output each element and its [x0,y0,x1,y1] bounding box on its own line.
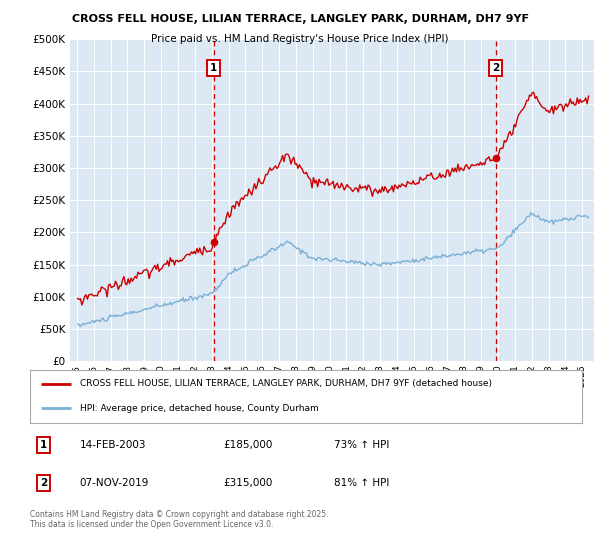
Text: 2: 2 [40,478,47,488]
Text: Price paid vs. HM Land Registry's House Price Index (HPI): Price paid vs. HM Land Registry's House … [151,34,449,44]
Text: Contains HM Land Registry data © Crown copyright and database right 2025.
This d: Contains HM Land Registry data © Crown c… [30,510,329,529]
Text: 14-FEB-2003: 14-FEB-2003 [80,440,146,450]
Text: 81% ↑ HPI: 81% ↑ HPI [334,478,389,488]
Text: 1: 1 [40,440,47,450]
Text: 07-NOV-2019: 07-NOV-2019 [80,478,149,488]
Text: CROSS FELL HOUSE, LILIAN TERRACE, LANGLEY PARK, DURHAM, DH7 9YF (detached house): CROSS FELL HOUSE, LILIAN TERRACE, LANGLE… [80,380,491,389]
Text: 1: 1 [210,63,217,73]
Text: 2: 2 [492,63,500,73]
Text: £185,000: £185,000 [223,440,272,450]
Text: £315,000: £315,000 [223,478,272,488]
Text: HPI: Average price, detached house, County Durham: HPI: Average price, detached house, Coun… [80,404,319,413]
Text: CROSS FELL HOUSE, LILIAN TERRACE, LANGLEY PARK, DURHAM, DH7 9YF: CROSS FELL HOUSE, LILIAN TERRACE, LANGLE… [71,14,529,24]
Text: 73% ↑ HPI: 73% ↑ HPI [334,440,389,450]
